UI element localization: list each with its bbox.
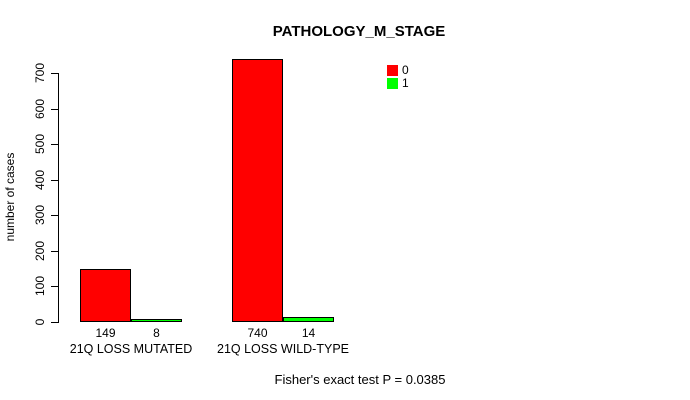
bar-count-label: 149 [95, 326, 116, 340]
bar-count-label: 740 [247, 326, 268, 340]
x-category-label: 21Q LOSS MUTATED [69, 342, 193, 356]
y-tick-label: 400 [33, 169, 47, 191]
legend-swatch-1 [387, 77, 398, 89]
y-tick-mark [51, 251, 58, 252]
bar-series-1-group-0 [131, 319, 182, 322]
bar-series-0-group-1 [232, 59, 283, 322]
y-tick-label: 100 [33, 275, 47, 297]
y-tick-mark [51, 180, 58, 181]
bar-series-0-group-0 [80, 269, 131, 322]
y-axis-line [58, 73, 59, 323]
y-tick-mark [51, 73, 58, 74]
legend-swatch-0 [387, 65, 398, 76]
y-tick-label: 500 [33, 133, 47, 155]
x-category-label: 21Q LOSS WILD-TYPE [217, 342, 349, 356]
y-tick-label: 200 [33, 240, 47, 262]
y-tick-label: 700 [33, 62, 47, 84]
y-tick-label: 0 [33, 318, 47, 326]
y-tick-mark [51, 286, 58, 287]
legend-label: 1 [402, 75, 409, 90]
fisher-test-annotation: Fisher's exact test P = 0.0385 [274, 372, 446, 387]
bar-series-1-group-1 [283, 317, 334, 322]
y-tick-label: 600 [33, 98, 47, 120]
bar-count-label: 14 [301, 326, 316, 340]
y-tick-label: 300 [33, 204, 47, 226]
y-tick-mark [51, 215, 58, 216]
chart-title: PATHOLOGY_M_STAGE [272, 23, 446, 40]
y-tick-mark [51, 322, 58, 323]
legend-label: 0 [402, 63, 409, 77]
bar-count-label: 8 [153, 326, 160, 340]
y-axis-label: number of cases [3, 152, 17, 242]
y-tick-mark [51, 109, 58, 110]
y-tick-mark [51, 144, 58, 145]
